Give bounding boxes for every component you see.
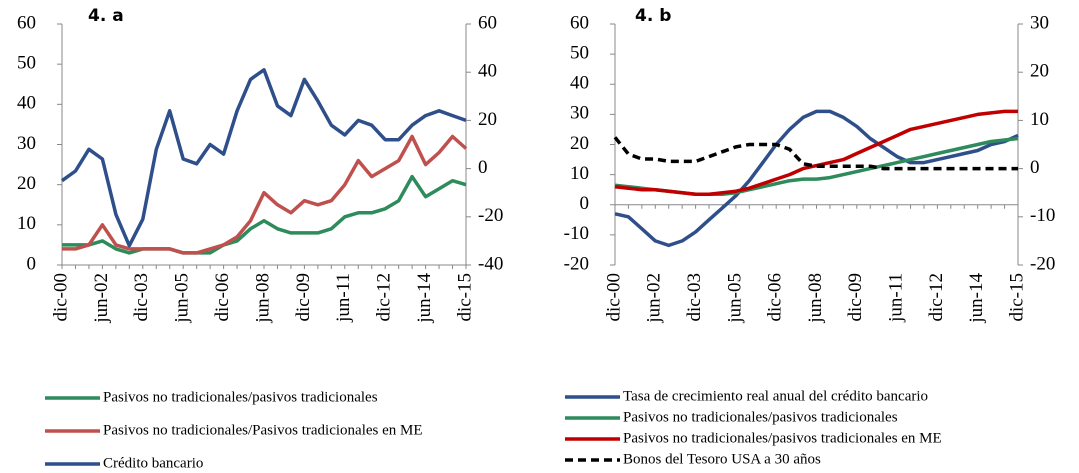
x-tick-label: jun-02 xyxy=(91,273,112,324)
x-tick-label: jun-14 xyxy=(414,273,435,324)
legend-label: Pasivos no tradicionales/pasivos tradici… xyxy=(623,430,942,446)
x-tick-label: dic-09 xyxy=(293,273,314,322)
y2-tick-label: -10 xyxy=(1030,205,1055,226)
series-line xyxy=(62,134,468,255)
series-line xyxy=(614,109,1019,248)
x-tick-label: jun-11 xyxy=(333,273,354,323)
panel-title: 4. b xyxy=(635,6,671,26)
y-tick-label: 40 xyxy=(570,73,589,94)
x-tick-label: dic-12 xyxy=(926,273,947,322)
panel-title: 4. a xyxy=(88,6,124,26)
y2-tick-label: 30 xyxy=(1030,12,1049,33)
x-tick-label: dic-09 xyxy=(845,273,866,322)
y-tick-label: 0 xyxy=(27,253,37,274)
x-tick-label: jun-08 xyxy=(805,273,826,324)
y-tick-label: 30 xyxy=(570,103,589,124)
x-tick-label: jun-11 xyxy=(885,273,906,323)
x-tick-label: dic-15 xyxy=(1006,273,1027,322)
series-line xyxy=(62,174,467,255)
x-tick-label: dic-03 xyxy=(131,273,152,322)
legend-label: Pasivos no tradicionales/pasivos tradici… xyxy=(623,409,898,425)
legend-label: Pasivos no tradicionales/pasivos tradici… xyxy=(103,389,378,405)
y-tick-label: 50 xyxy=(570,42,589,63)
series-line xyxy=(613,136,1018,171)
y-tick-label: 10 xyxy=(17,213,36,234)
legend-label: Pasivos no tradicionales/Pasivos tradici… xyxy=(103,422,423,438)
y-tick-label: 20 xyxy=(17,173,36,194)
x-tick-label: jun-02 xyxy=(644,273,665,324)
x-tick-label: dic-12 xyxy=(374,273,395,322)
series-line xyxy=(60,68,467,248)
y2-tick-label: 0 xyxy=(1030,157,1040,178)
y-tick-label: -20 xyxy=(564,253,589,274)
x-tick-label: dic-06 xyxy=(765,273,786,322)
y-tick-label: 60 xyxy=(17,12,36,33)
x-tick-label: jun-05 xyxy=(172,273,193,324)
legend-label: Tasa de crecimiento real anual del crédi… xyxy=(623,388,928,404)
y-tick-label: 60 xyxy=(570,12,589,33)
y2-tick-label: -20 xyxy=(1030,253,1055,274)
y2-tick-label: 60 xyxy=(478,12,497,33)
y-tick-label: 20 xyxy=(570,133,589,154)
y-tick-label: 10 xyxy=(570,163,589,184)
x-tick-label: dic-15 xyxy=(454,273,475,322)
y2-tick-label: 10 xyxy=(1030,109,1049,130)
x-tick-label: dic-06 xyxy=(212,273,233,322)
y2-tick-label: 0 xyxy=(478,157,488,178)
x-tick-label: jun-14 xyxy=(966,273,987,324)
x-tick-label: jun-05 xyxy=(724,273,745,324)
y2-tick-label: -20 xyxy=(478,205,503,226)
legend-label: Crédito bancario xyxy=(103,455,203,471)
x-tick-label: dic-00 xyxy=(603,273,624,322)
x-tick-label: dic-00 xyxy=(50,273,71,322)
y2-tick-label: 20 xyxy=(1030,61,1049,82)
y-tick-label: 50 xyxy=(17,53,36,74)
series-line xyxy=(614,109,1018,196)
x-tick-label: jun-08 xyxy=(252,273,273,324)
y-tick-label: 30 xyxy=(17,133,36,154)
legend-label: Bonos del Tesoro USA a 30 años xyxy=(623,451,821,467)
y2-tick-label: 20 xyxy=(478,109,497,130)
x-tick-label: dic-03 xyxy=(684,273,705,322)
y2-tick-label: 40 xyxy=(478,61,497,82)
y-tick-label: 40 xyxy=(17,93,36,114)
y-tick-label: 0 xyxy=(580,193,590,214)
y-tick-label: -10 xyxy=(564,223,589,244)
y2-tick-label: -40 xyxy=(478,253,503,274)
